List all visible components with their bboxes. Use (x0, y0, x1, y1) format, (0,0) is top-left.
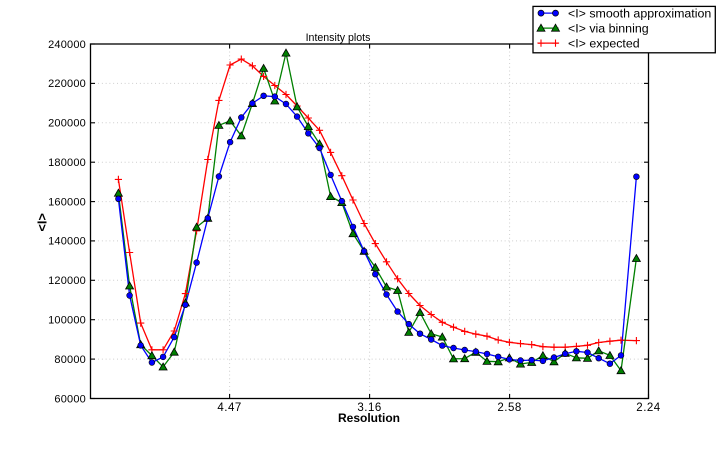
svg-text:4.47: 4.47 (217, 402, 241, 414)
svg-text:3.16: 3.16 (357, 402, 381, 414)
svg-text:180000: 180000 (48, 157, 86, 169)
svg-text:<I> via binning: <I> via binning (568, 21, 649, 35)
svg-text:Intensity plots: Intensity plots (306, 32, 371, 44)
svg-text:<I>: <I> (36, 213, 50, 231)
svg-text:80000: 80000 (54, 354, 86, 366)
svg-text:120000: 120000 (48, 275, 86, 287)
svg-text:<I> expected: <I> expected (568, 36, 640, 50)
svg-text:2.24: 2.24 (636, 402, 660, 414)
svg-text:140000: 140000 (48, 236, 86, 248)
svg-text:2.58: 2.58 (497, 402, 521, 414)
svg-text:<I> smooth approximation: <I> smooth approximation (568, 6, 711, 20)
svg-text:200000: 200000 (48, 118, 86, 130)
svg-text:160000: 160000 (48, 196, 86, 208)
svg-text:100000: 100000 (48, 315, 86, 327)
svg-text:60000: 60000 (54, 393, 86, 405)
svg-text:Resolution: Resolution (338, 411, 400, 425)
svg-text:220000: 220000 (48, 78, 86, 90)
svg-text:240000: 240000 (48, 39, 86, 51)
